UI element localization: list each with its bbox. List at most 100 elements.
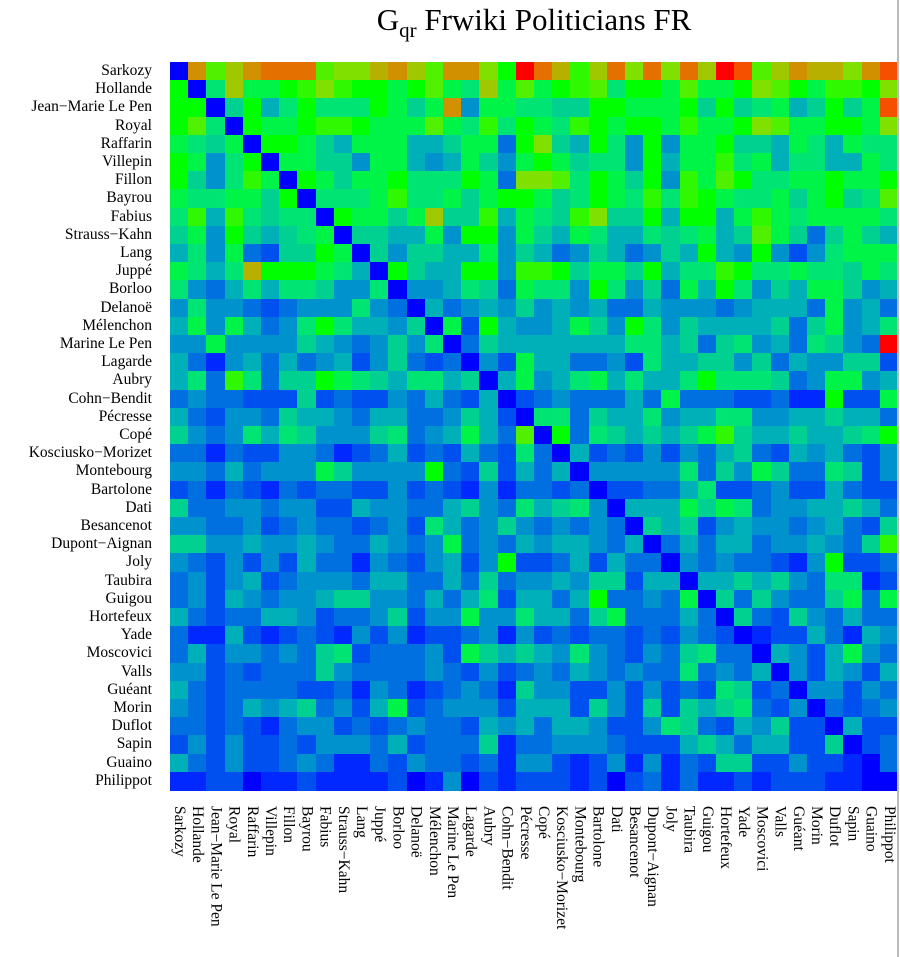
heatmap-cell xyxy=(625,80,644,99)
heatmap-cell xyxy=(843,771,863,791)
heatmap-cell xyxy=(770,771,790,791)
heatmap-cell xyxy=(679,134,699,154)
heatmap-cell xyxy=(388,225,408,245)
heatmap-cell xyxy=(825,62,844,81)
heatmap-cell xyxy=(170,335,189,354)
heatmap-cell xyxy=(515,644,535,664)
heatmap-cell xyxy=(734,134,753,154)
heatmap-cell xyxy=(716,699,735,718)
heatmap-cell xyxy=(443,153,462,172)
heatmap-cell xyxy=(461,207,480,227)
heatmap-cell xyxy=(297,244,317,263)
heatmap-cell xyxy=(752,589,772,609)
heatmap-cell xyxy=(206,335,226,354)
heatmap-cell xyxy=(479,371,499,391)
heatmap-cell xyxy=(424,535,444,554)
heatmap-cell xyxy=(315,189,335,209)
heatmap-cell xyxy=(643,335,662,354)
heatmap-cell xyxy=(879,644,899,664)
heatmap-cell xyxy=(443,444,462,463)
heatmap-cell xyxy=(279,444,298,463)
heatmap-cell xyxy=(570,98,590,118)
heatmap-cell xyxy=(716,116,735,136)
heatmap-cell xyxy=(479,517,499,536)
heatmap-cell xyxy=(734,298,753,318)
heatmap-cell xyxy=(479,116,499,136)
heatmap-cell xyxy=(679,517,699,536)
heatmap-cell xyxy=(534,98,553,118)
heatmap-cell xyxy=(206,171,226,190)
heatmap-cell xyxy=(388,371,408,391)
heatmap-cell xyxy=(588,189,608,209)
heatmap-cell xyxy=(461,662,480,682)
heatmap-cell xyxy=(879,262,899,281)
heatmap-cell xyxy=(461,280,480,300)
heatmap-cell xyxy=(352,680,371,700)
column-label: Strauss−Kahn xyxy=(334,806,352,894)
heatmap-cell xyxy=(879,680,899,700)
heatmap-cell xyxy=(261,389,280,409)
heatmap-cell xyxy=(697,426,717,445)
heatmap-cell xyxy=(370,608,389,627)
column-label: Villepin xyxy=(262,806,279,856)
heatmap-cell xyxy=(370,80,389,99)
heatmap-cell xyxy=(352,353,371,372)
heatmap-cell xyxy=(643,662,662,682)
heatmap-cell xyxy=(570,462,590,482)
heatmap-cell xyxy=(188,680,207,700)
heatmap-cell xyxy=(570,116,590,136)
heatmap-cell xyxy=(515,207,535,227)
heatmap-cell xyxy=(224,207,244,227)
heatmap-cell xyxy=(807,262,826,281)
heatmap-cell xyxy=(843,280,863,300)
heatmap-cell xyxy=(388,771,408,791)
heatmap-cell xyxy=(479,426,499,445)
row-label: Guaino xyxy=(106,753,152,771)
heatmap-cell xyxy=(588,116,608,136)
heatmap-cell xyxy=(515,626,535,645)
heatmap-cell xyxy=(552,335,571,354)
heatmap-cell xyxy=(224,771,244,791)
heatmap-cell xyxy=(534,517,553,536)
heatmap-cell xyxy=(333,98,353,118)
heatmap-cell xyxy=(825,280,844,300)
heatmap-cell xyxy=(643,462,662,482)
heatmap-cell xyxy=(679,316,699,336)
heatmap-cell xyxy=(497,589,517,609)
heatmap-cell xyxy=(606,335,626,354)
heatmap-cell xyxy=(352,735,371,755)
heatmap-cell xyxy=(388,298,408,318)
heatmap-cell xyxy=(879,589,899,609)
heatmap-cell xyxy=(406,735,426,755)
heatmap-cell xyxy=(679,98,699,118)
heatmap-cell xyxy=(716,298,735,318)
heatmap-cell xyxy=(552,608,571,627)
heatmap-cell xyxy=(534,116,553,136)
heatmap-cell xyxy=(261,735,280,755)
heatmap-cell xyxy=(370,98,389,118)
heatmap-cell xyxy=(534,498,553,518)
heatmap-cell xyxy=(770,298,790,318)
heatmap-cell xyxy=(716,98,735,118)
heatmap-cell xyxy=(333,498,353,518)
heatmap-cell xyxy=(206,371,226,391)
heatmap-cell xyxy=(261,316,280,336)
heatmap-cell xyxy=(534,207,553,227)
heatmap-cell xyxy=(879,171,899,190)
heatmap-cell xyxy=(734,80,753,99)
heatmap-cell xyxy=(333,80,353,99)
heatmap-cell xyxy=(752,608,772,627)
heatmap-cell xyxy=(315,517,335,536)
heatmap-cell xyxy=(224,171,244,190)
heatmap-cell xyxy=(825,535,844,554)
heatmap-cell xyxy=(734,316,753,336)
heatmap-cell xyxy=(443,589,462,609)
heatmap-cell xyxy=(315,116,335,136)
heatmap-cell xyxy=(643,626,662,645)
heatmap-cell xyxy=(770,335,790,354)
heatmap-cell xyxy=(461,608,480,627)
heatmap-cell xyxy=(461,553,480,573)
heatmap-cell xyxy=(534,608,553,627)
heatmap-cell xyxy=(552,207,571,227)
heatmap-cell xyxy=(479,699,499,718)
